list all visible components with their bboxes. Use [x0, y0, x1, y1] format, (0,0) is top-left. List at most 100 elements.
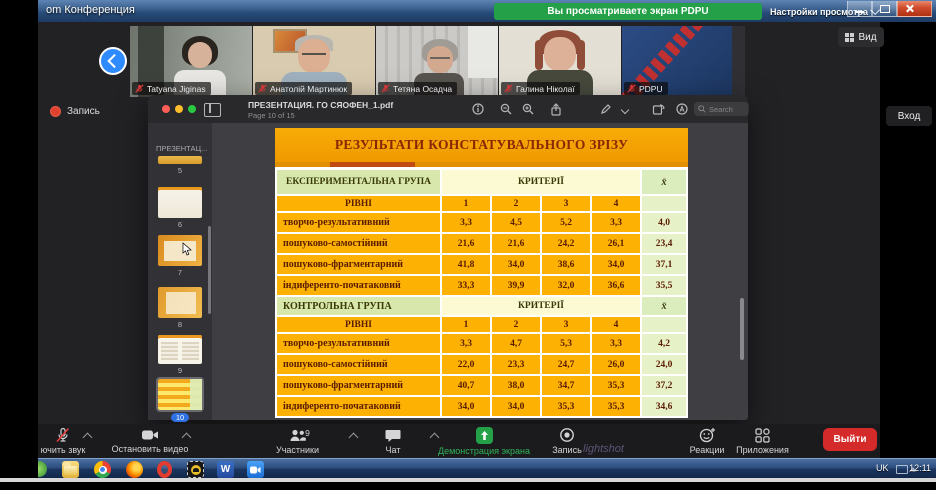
stop-video-button[interactable]: Остановить видео [100, 424, 200, 458]
view-button[interactable]: Вид [838, 27, 884, 47]
tray-expand-icon[interactable] [909, 467, 917, 472]
camera-icon [142, 430, 158, 440]
pdf-viewer-window: ПРЕЗЕНТАЦИЯ. ГО СЯОФЕН_1.pdf Page 10 of … [148, 95, 749, 439]
previous-videos-button[interactable] [99, 47, 127, 75]
reactions-smiley-icon [699, 428, 715, 443]
results-table: ЕКСПЕРИМЕНТАЛЬНА ГРУПА КРИТЕРІЇ x̄ РІВНІ… [275, 168, 688, 418]
thumbnail-number: 6 [177, 220, 183, 229]
levels-header: РІВНІ [277, 317, 440, 332]
info-icon[interactable] [472, 103, 484, 115]
join-label: Вход [897, 110, 921, 122]
chrome-icon[interactable] [94, 461, 111, 478]
sidebar-scrollbar[interactable] [208, 226, 211, 314]
table-row: індиференто-початаковий 33,3 39,9 32,0 3… [277, 276, 686, 295]
page-thumbnail[interactable] [158, 335, 202, 364]
minimize-button[interactable] [847, 1, 872, 17]
leave-meeting-button[interactable]: Выйти [823, 428, 877, 451]
keyboard-tray-icon[interactable] [896, 465, 908, 474]
participant-video[interactable]: Галина Ніколаї [499, 26, 621, 97]
criteria-header: КРИТЕРІЇ [442, 170, 640, 194]
view-button-label: Вид [858, 31, 877, 43]
search-input[interactable]: Search [694, 102, 749, 116]
participant-name-chip: PDPU [624, 82, 668, 95]
screen-share-button[interactable]: Демонстрация экрана [420, 424, 548, 458]
share-icon[interactable] [550, 103, 562, 116]
clock[interactable]: 12:11 [909, 463, 931, 473]
table-row: РІВНІ 1 2 3 4 [277, 196, 686, 211]
zoom-app-icon[interactable] [247, 461, 264, 478]
glasses [430, 57, 450, 62]
criteria-header: КРИТЕРІЇ [442, 297, 640, 315]
screen-bottom-strip [0, 478, 936, 482]
start-orb-icon[interactable] [38, 461, 47, 477]
window-controls [847, 1, 932, 17]
search-icon [698, 105, 706, 113]
pdf-sidebar: ПРЕЗЕНТАЦ... 5 6 7 8 9 10 [148, 123, 212, 439]
pdf-header: ПРЕЗЕНТАЦИЯ. ГО СЯОФЕН_1.pdf Page 10 of … [148, 95, 749, 123]
pdf-scrollbar[interactable] [740, 298, 744, 360]
slide-title-band: РЕЗУЛЬТАТИ КОНСТАТУВАЛЬНОГО ЗРІЗУ [275, 128, 688, 162]
zoom-in-icon[interactable] [522, 103, 534, 115]
participants-button[interactable]: 9 Участники [276, 428, 319, 455]
participant-video[interactable]: Tatyana Jiginas [130, 26, 252, 97]
recording-dot-icon [50, 106, 61, 117]
apps-button[interactable]: Приложения [725, 424, 800, 458]
screen-edge-black [0, 0, 38, 478]
table-row: індиференто-початаковий 34,0 34,0 35,3 3… [277, 397, 686, 416]
page-thumbnail[interactable] [158, 187, 202, 218]
window-title: om Конференция [46, 4, 135, 16]
participant-video[interactable]: Тетяна Осадча [376, 26, 498, 97]
window-light [468, 26, 498, 78]
minimize-traffic-light[interactable] [175, 105, 183, 113]
explorer-icon[interactable] [62, 461, 79, 478]
table-row: пошуково-фрагментарний 41,8 34,0 38,6 34… [277, 255, 686, 274]
annotate-icon[interactable] [676, 103, 688, 115]
mean-header: x̄ [642, 170, 686, 194]
reactions-button[interactable]: Реакции [672, 424, 742, 458]
sidebar-toggle-icon[interactable] [204, 103, 221, 117]
participant-name-chip: Тетяна Осадча [378, 82, 458, 95]
view-settings-dropdown[interactable]: Настройки просмотра [770, 3, 881, 20]
table-row: пошуково-самостійний 21,6 21,6 24,2 26,1… [277, 234, 686, 253]
chevron-down-icon[interactable] [620, 105, 630, 115]
page-thumbnail[interactable] [158, 156, 202, 164]
mic-muted-icon [381, 84, 390, 93]
participant-name: Галина Ніколаї [516, 83, 575, 94]
view-settings-label: Настройки просмотра [770, 6, 869, 17]
maximize-button[interactable] [872, 1, 897, 17]
slide-page: РЕЗУЛЬТАТИ КОНСТАТУВАЛЬНОГО ЗРІЗУ ЕКСПЕР… [275, 128, 688, 418]
close-traffic-light[interactable] [162, 105, 170, 113]
fullscreen-traffic-light[interactable] [188, 105, 196, 113]
language-indicator[interactable]: UK [876, 463, 889, 473]
slide-title: РЕЗУЛЬТАТИ КОНСТАТУВАЛЬНОГО ЗРІЗУ [334, 137, 629, 152]
close-button[interactable] [897, 1, 932, 17]
participant-video[interactable]: PDPU [622, 26, 745, 97]
participant-name: Тетяна Осадча [393, 83, 453, 94]
mic-muted-icon [56, 427, 70, 443]
mic-muted-icon [258, 84, 267, 93]
mute-button[interactable]: ючить звук [28, 424, 98, 458]
window-titlebar[interactable]: om Конференция Вы просматриваете экран P… [38, 0, 936, 22]
zoom-out-icon[interactable] [500, 103, 512, 115]
thumbnail-number-selected: 10 [158, 413, 202, 422]
join-audio-button[interactable]: Вход [886, 106, 932, 126]
markup-pen-icon[interactable] [600, 103, 612, 115]
table-row: ЕКСПЕРИМЕНТАЛЬНА ГРУПА КРИТЕРІЇ x̄ [277, 170, 686, 194]
pdf-filename: ПРЕЗЕНТАЦИЯ. ГО СЯОФЕН_1.pdf [248, 100, 394, 110]
photo-app-icon[interactable] [187, 461, 204, 478]
chevron-left-icon [107, 53, 122, 69]
opera-icon[interactable] [157, 461, 172, 478]
firefox-icon[interactable] [126, 461, 143, 478]
word-icon[interactable]: W [217, 461, 234, 478]
rotate-icon[interactable] [652, 103, 665, 115]
participant-video[interactable]: Анатолій Мартинюк [253, 26, 375, 97]
participant-name-chip: Tatyana Jiginas [132, 82, 211, 95]
page-thumbnail-selected[interactable] [156, 377, 204, 412]
maximize-icon [879, 4, 890, 13]
page-thumbnail[interactable] [158, 235, 202, 266]
page-thumbnail[interactable] [158, 287, 202, 318]
chat-button[interactable]: Чат [358, 424, 428, 458]
record-button[interactable]: Запись [534, 424, 600, 458]
participant-name: Tatyana Jiginas [147, 83, 206, 94]
